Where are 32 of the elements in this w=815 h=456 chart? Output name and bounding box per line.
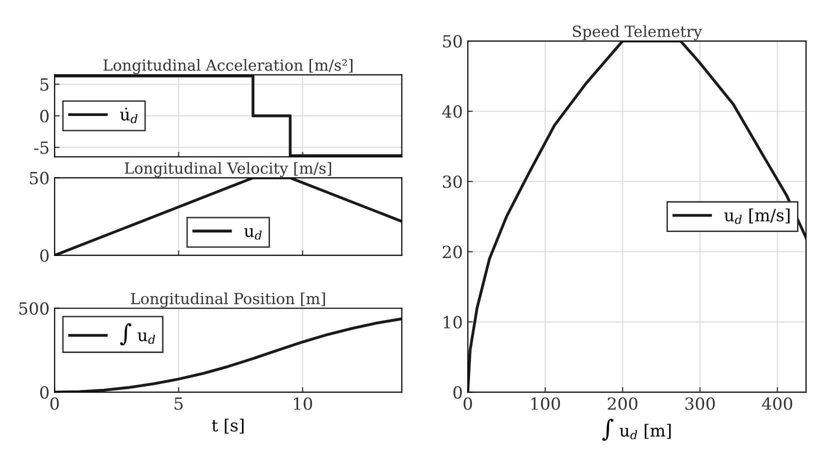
x-axis-title: t [s] [212,418,244,434]
chart-title: Longitudinal Velocity [m/s] [124,162,332,178]
line-series [468,41,806,392]
x-tick-label: 200 [608,397,638,410]
y-tick-label: 0 [40,249,49,262]
y-tick-label: -5 [34,142,48,154]
x-tick-label: 10 [294,397,312,410]
y-tick-label: 50 [30,172,49,184]
x-tick-label: 0 [50,397,59,410]
legend-label: u̇$_{d}$ [120,108,138,124]
legend-label: u$_{d}$ [m/s] [724,208,790,224]
x-tick-label: 300 [685,397,715,410]
y-tick-label: 30 [443,175,462,188]
chart-title: Longitudinal Acceleration [m/s²] [103,59,352,74]
chart-title: Longitudinal Position [m] [130,292,325,308]
y-tick-label: 0 [40,386,49,399]
legend-label: u$_{d}$ [244,228,262,240]
chart-title: Speed Telemetry [572,25,702,40]
y-tick-label: 5 [40,78,48,91]
y-tick-label: 50 [443,35,462,48]
y-tick-label: 10 [444,316,462,329]
legend-label: ∫ u$_{d}$ [120,323,156,346]
y-tick-label: 40 [442,105,462,118]
x-tick-label: 400 [762,397,792,410]
y-tick-label: 0 [453,386,462,399]
y-tick-label: 20 [442,246,462,258]
x-axis-title: ∫ u$_{d}$ [m] [602,418,671,441]
x-tick-label: 0 [464,397,472,410]
x-tick-label: 5 [174,398,183,410]
y-tick-label: 0 [40,110,49,122]
x-tick-label: 100 [531,397,560,410]
y-tick-label: 500 [19,302,49,315]
